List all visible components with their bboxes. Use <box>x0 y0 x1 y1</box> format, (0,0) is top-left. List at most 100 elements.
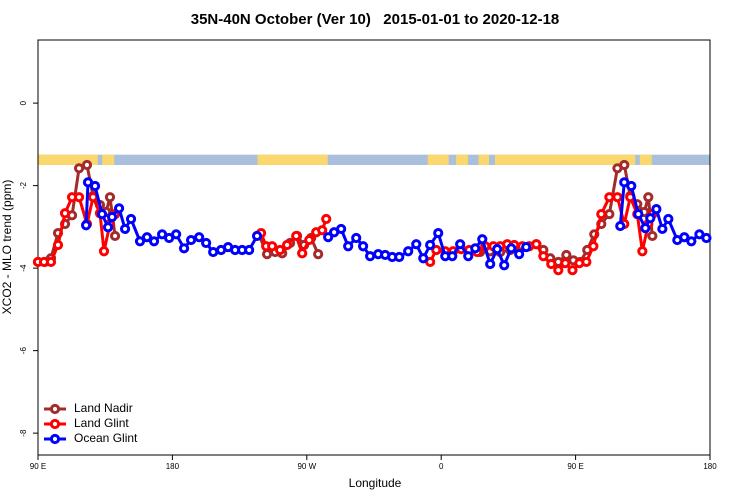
y-tick-label: -2 <box>19 182 28 190</box>
data-point <box>403 246 414 257</box>
data-point <box>637 246 648 257</box>
data-point <box>651 204 662 215</box>
data-point <box>679 232 690 243</box>
data-point <box>73 192 85 203</box>
data-point <box>185 234 197 246</box>
data-point <box>615 220 626 232</box>
data-point <box>538 251 549 262</box>
data-point <box>433 227 444 239</box>
data-point <box>499 260 510 271</box>
data-point <box>431 244 442 256</box>
data-point <box>470 243 481 254</box>
x-tick-label: 0 <box>439 462 444 471</box>
data-point <box>297 248 308 259</box>
legend-label: Ocean Glint <box>74 431 138 445</box>
data-point <box>455 239 466 250</box>
data-point <box>418 253 429 264</box>
legend-marker <box>49 403 61 415</box>
land-segment <box>639 154 652 165</box>
data-point <box>553 265 564 276</box>
data-point <box>492 244 503 255</box>
data-point <box>81 159 93 171</box>
data-point <box>663 213 674 225</box>
data-point <box>447 251 458 262</box>
data-point <box>619 159 630 171</box>
data-point <box>201 237 212 249</box>
plot-frame <box>37 39 711 456</box>
legend-marker <box>49 433 61 445</box>
data-point <box>178 243 190 254</box>
data-point <box>109 230 121 242</box>
y-tick-label: -4 <box>19 264 28 272</box>
data-point <box>560 258 571 269</box>
data-point <box>291 230 302 242</box>
x-tick-label: 180 <box>166 462 180 471</box>
data-point <box>73 163 85 174</box>
data-point <box>96 208 108 220</box>
data-point <box>244 244 255 256</box>
data-point <box>633 208 644 220</box>
data-point <box>701 232 712 244</box>
data-point <box>514 249 525 260</box>
x-tick-label: 180 <box>703 462 717 471</box>
data-point <box>323 232 334 243</box>
x-axis-label: Longitude <box>349 476 402 490</box>
data-point <box>506 243 517 254</box>
data-point <box>59 208 71 219</box>
data-point <box>141 232 153 243</box>
data-point <box>336 223 347 235</box>
data-point <box>351 232 362 244</box>
y-tick-label: 0 <box>19 100 28 105</box>
data-point <box>304 234 315 246</box>
y-tick-label: -6 <box>19 347 28 355</box>
data-point <box>357 241 369 252</box>
data-point <box>521 241 532 253</box>
data-point <box>106 211 118 223</box>
data-point <box>604 208 615 220</box>
data-point <box>208 246 219 258</box>
y-axis-label: XCO2 - MLO trend (ppm) <box>0 180 14 315</box>
data-point <box>365 251 376 262</box>
data-point <box>119 223 131 235</box>
data-point <box>626 180 637 192</box>
data-point <box>485 258 496 270</box>
data-point <box>588 241 599 252</box>
data-point <box>645 213 656 224</box>
data-point <box>561 249 572 261</box>
data-point <box>581 256 592 268</box>
data-point <box>343 241 354 252</box>
data-point <box>261 249 273 260</box>
land-segment <box>478 154 489 165</box>
data-point <box>52 239 64 251</box>
data-point <box>425 239 436 251</box>
data-point <box>596 208 607 220</box>
x-tick-label: 90 W <box>297 462 316 471</box>
data-point <box>612 192 623 203</box>
land-segment <box>38 154 98 165</box>
data-point <box>531 239 542 250</box>
x-tick-label: 90 E <box>30 462 46 471</box>
land-segment <box>456 154 469 165</box>
data-point <box>394 251 405 263</box>
data-point <box>647 230 658 242</box>
data-point <box>98 246 110 257</box>
data-point <box>171 229 182 240</box>
data-point <box>657 223 668 235</box>
data-point <box>45 256 57 268</box>
y-tick-label: -8 <box>19 429 28 437</box>
data-point <box>125 213 137 225</box>
legend-label: Land Glint <box>74 416 129 430</box>
data-point <box>313 249 324 260</box>
data-point <box>148 236 160 247</box>
data-point <box>194 232 205 243</box>
data-point <box>267 241 278 252</box>
land-segment <box>102 154 115 165</box>
data-point <box>80 220 92 231</box>
data-point <box>463 251 474 262</box>
land-segment <box>427 154 449 165</box>
land-segment <box>257 154 328 165</box>
data-point <box>89 180 101 192</box>
data-point <box>281 239 293 251</box>
